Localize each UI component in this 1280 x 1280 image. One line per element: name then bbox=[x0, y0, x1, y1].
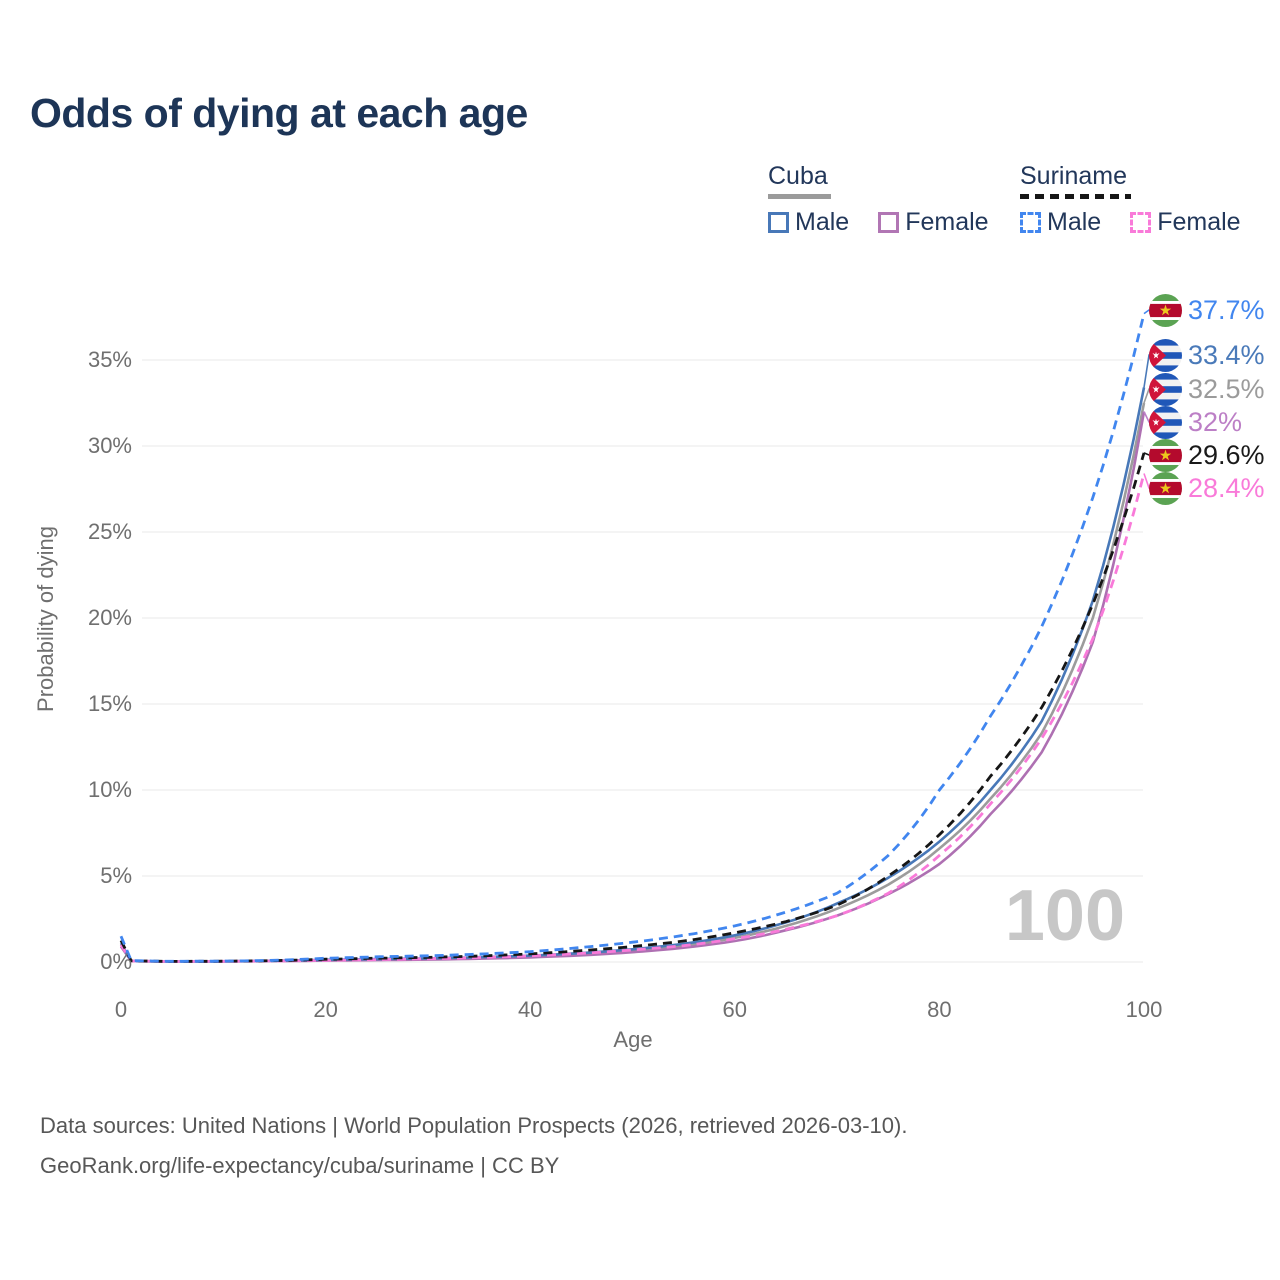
end-label-suriname-male: 37.7% bbox=[1149, 294, 1265, 327]
y-tick-label: 25% bbox=[87, 519, 132, 544]
y-tick-label: 0% bbox=[100, 949, 132, 974]
legend-label: Male bbox=[795, 208, 850, 236]
cuba-solid-line-icon bbox=[768, 194, 831, 199]
series-line-cuba-male bbox=[119, 387, 1146, 963]
end-value: 37.7% bbox=[1188, 295, 1265, 325]
end-label-cuba-both-sexes-: 32.5% bbox=[1149, 373, 1265, 406]
suriname-female-swatch-icon bbox=[1130, 212, 1152, 233]
end-label-cuba-male: 33.4% bbox=[1149, 339, 1265, 372]
legend-cuba-male[interactable]: Male bbox=[768, 208, 849, 237]
gridlines bbox=[142, 359, 1143, 963]
y-tick-label: 10% bbox=[87, 777, 132, 802]
legend-suriname-female[interactable]: Female bbox=[1130, 208, 1241, 237]
y-tick-label: 5% bbox=[100, 863, 132, 888]
y-axis-title: Probability of dying bbox=[33, 526, 58, 712]
legend-group-cuba: Cuba Male Female bbox=[768, 162, 989, 237]
legend-label: Female bbox=[1157, 208, 1241, 236]
data-sources-line: Data sources: United Nations | World Pop… bbox=[40, 1113, 908, 1138]
y-tick-label: 20% bbox=[87, 605, 132, 630]
x-tick-label: 40 bbox=[517, 997, 543, 1022]
end-value: 32.5% bbox=[1188, 374, 1265, 404]
x-tick-label: 80 bbox=[927, 997, 952, 1022]
series-lines bbox=[119, 313, 1146, 963]
legend-group-suriname: Suriname Male Female bbox=[1020, 162, 1241, 237]
end-value: 32% bbox=[1188, 407, 1243, 437]
end-label-cuba-female: 32% bbox=[1149, 406, 1242, 439]
cuba-male-swatch-icon bbox=[768, 212, 789, 233]
end-label-suriname-female: 28.4% bbox=[1149, 472, 1265, 505]
end-value: 29.6% bbox=[1188, 440, 1265, 470]
x-tick-label: 20 bbox=[313, 997, 338, 1022]
x-tick-label: 60 bbox=[722, 997, 748, 1022]
attribution-line: GeoRank.org/life-expectancy/cuba/surinam… bbox=[40, 1153, 560, 1178]
suriname-flag-icon bbox=[1149, 439, 1182, 472]
y-tick-label: 30% bbox=[87, 433, 132, 458]
legend-suriname-male[interactable]: Male bbox=[1020, 208, 1101, 237]
suriname-flag-icon bbox=[1149, 472, 1182, 505]
legend-cuba-female[interactable]: Female bbox=[878, 208, 989, 237]
cuba-flag-icon bbox=[1149, 406, 1182, 439]
age-marker: 100 bbox=[1004, 876, 1125, 956]
x-tick-label: 100 bbox=[1125, 997, 1163, 1022]
end-label-suriname-both-sexes-: 29.6% bbox=[1149, 439, 1265, 472]
end-value: 28.4% bbox=[1188, 473, 1265, 503]
cuba-female-swatch-icon bbox=[878, 212, 900, 233]
end-value: 33.4% bbox=[1188, 340, 1265, 370]
page-title: Odds of dying at each age bbox=[30, 90, 528, 136]
suriname-dashed-line-icon bbox=[1020, 194, 1131, 199]
legend-cuba-label: Cuba bbox=[768, 162, 828, 190]
cuba-flag-icon bbox=[1149, 373, 1182, 406]
footer: Data sources: United Nations | World Pop… bbox=[40, 1106, 907, 1186]
cuba-flag-icon bbox=[1149, 339, 1182, 372]
series-line-suriname-male bbox=[119, 313, 1146, 963]
suriname-flag-icon bbox=[1149, 294, 1182, 327]
y-tick-label: 15% bbox=[87, 691, 132, 716]
y-tick-label: 35% bbox=[87, 347, 132, 372]
legend-suriname-label: Suriname bbox=[1020, 162, 1127, 190]
legend-label: Female bbox=[905, 208, 989, 236]
legend-label: Male bbox=[1047, 208, 1102, 236]
x-tick-label: 0 bbox=[114, 997, 128, 1022]
x-axis-title: Age bbox=[613, 1027, 653, 1052]
suriname-male-swatch-icon bbox=[1020, 212, 1041, 233]
